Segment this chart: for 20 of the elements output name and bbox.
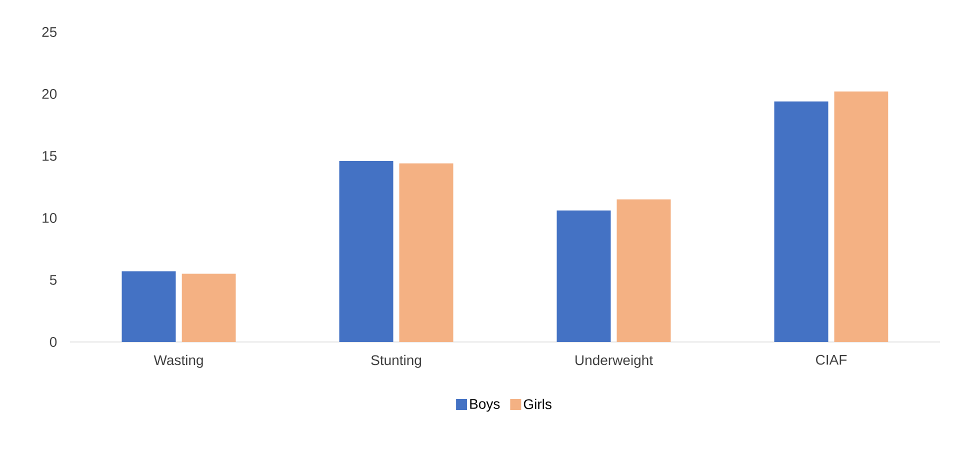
bar xyxy=(834,92,888,342)
y-tick-label: 5 xyxy=(50,275,57,285)
x-tick-label: Underweight xyxy=(576,354,653,368)
bar xyxy=(399,163,454,342)
bar xyxy=(339,160,394,342)
y-tick-label: 10 xyxy=(42,213,57,223)
y-tick-label: 15 xyxy=(42,151,57,161)
x-tick-label: CIAF xyxy=(816,354,847,365)
x-tick-label: Wasting xyxy=(154,354,203,368)
bar xyxy=(774,101,828,342)
y-tick-label: 20 xyxy=(42,89,57,99)
legend-label: Boys xyxy=(470,399,500,412)
x-tick-label: Stunting xyxy=(371,354,422,368)
legend-label: Girls xyxy=(524,398,552,410)
y-tick-label: 0 xyxy=(50,337,57,347)
bar xyxy=(556,210,611,342)
bar xyxy=(182,274,236,342)
bar xyxy=(616,199,671,342)
y-tick-label: 25 xyxy=(42,27,57,37)
bar xyxy=(122,271,176,342)
